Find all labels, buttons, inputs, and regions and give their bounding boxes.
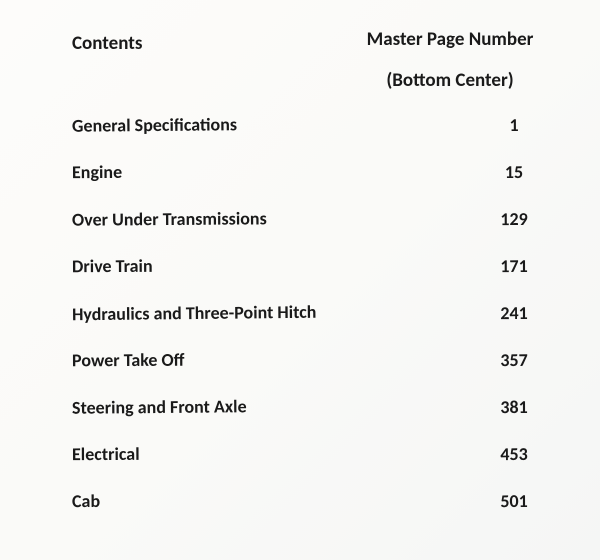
toc-row: Steering and Front Axle 381 bbox=[72, 396, 560, 418]
toc-row: Electrical 453 bbox=[72, 443, 560, 465]
toc-row: Hydraulics and Three-Point Hitch 241 bbox=[72, 302, 560, 324]
toc-page: 453 bbox=[468, 443, 560, 465]
toc-list: General Specifications 1 Engine 15 Over … bbox=[72, 114, 560, 512]
toc-label: Steering and Front Axle bbox=[72, 395, 247, 419]
toc-label: Hydraulics and Three-Point Hitch bbox=[72, 301, 317, 326]
toc-page: 241 bbox=[468, 302, 560, 324]
toc-row: Engine 15 bbox=[72, 161, 560, 183]
toc-page: 381 bbox=[468, 396, 560, 418]
toc-page: 501 bbox=[468, 490, 560, 512]
toc-page: 1 bbox=[468, 114, 560, 136]
toc-page: 15 bbox=[468, 161, 560, 183]
page-header-line1: Master Page Number bbox=[340, 28, 560, 51]
toc-row: Drive Train 171 bbox=[72, 255, 560, 277]
toc-row: Power Take Off 357 bbox=[72, 349, 560, 371]
toc-label: General Specifications bbox=[72, 113, 237, 136]
header-row: Contents Master Page Number (Bottom Cent… bbox=[72, 28, 560, 92]
toc-label: Cab bbox=[72, 490, 100, 512]
page-number-header: Master Page Number (Bottom Center) bbox=[340, 28, 560, 92]
toc-row: Cab 501 bbox=[72, 490, 560, 512]
toc-row: General Specifications 1 bbox=[72, 114, 560, 136]
page-header-line2: (Bottom Center) bbox=[340, 69, 560, 92]
contents-title: Contents bbox=[72, 28, 142, 55]
toc-page: 171 bbox=[468, 255, 560, 277]
toc-label: Power Take Off bbox=[72, 349, 185, 372]
toc-label: Over Under Transmissions bbox=[72, 207, 267, 230]
toc-page: 357 bbox=[468, 349, 560, 371]
toc-label: Engine bbox=[72, 161, 122, 183]
toc-row: Over Under Transmissions 129 bbox=[72, 208, 560, 230]
toc-label: Electrical bbox=[72, 443, 140, 465]
toc-label: Drive Train bbox=[72, 255, 153, 277]
toc-page: 129 bbox=[468, 208, 560, 230]
